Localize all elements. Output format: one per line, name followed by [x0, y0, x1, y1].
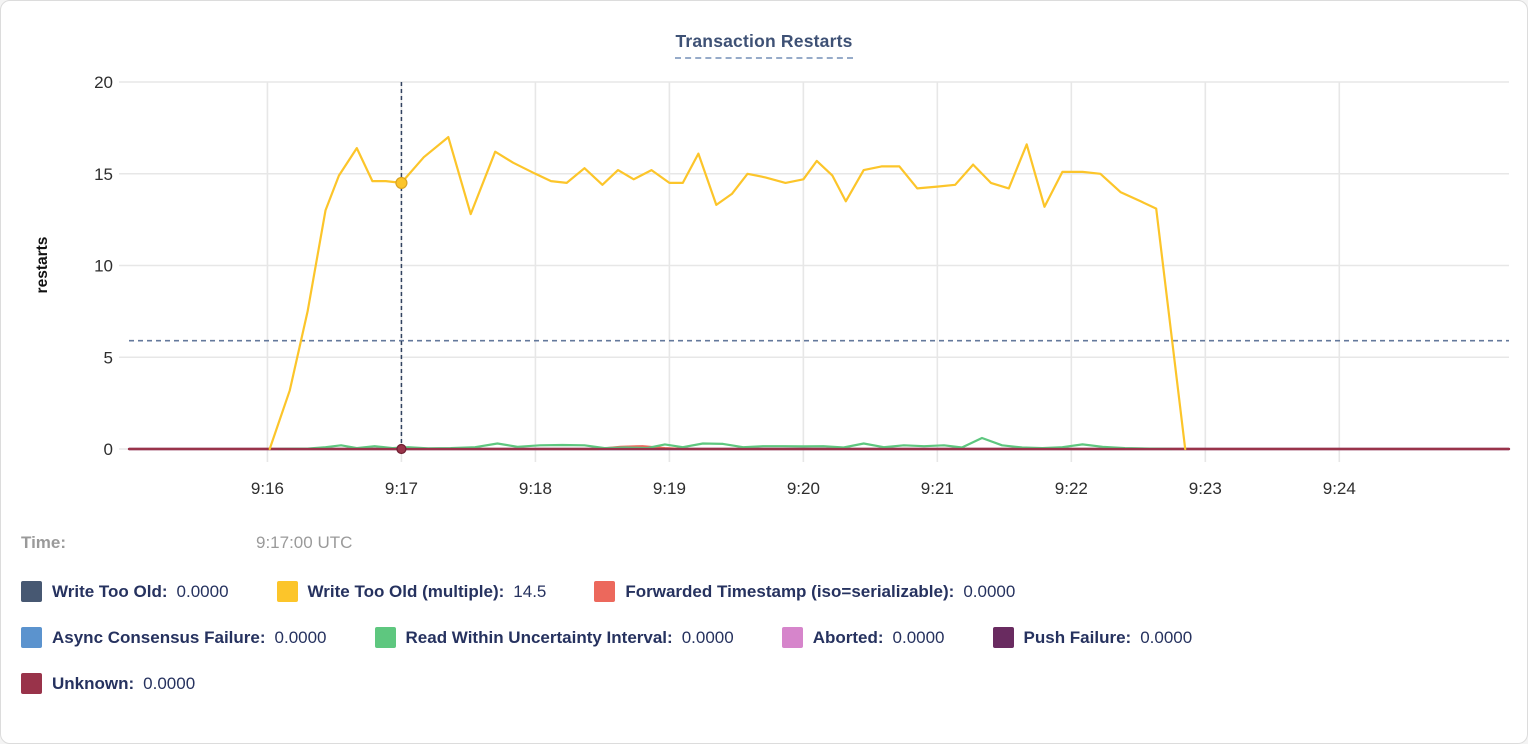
hover-time-readout: Time: 9:17:00 UTC: [21, 533, 1527, 557]
chart-header: Transaction Restarts: [1, 1, 1527, 59]
legend-series-label: Write Too Old:: [52, 581, 168, 601]
chart-title: Transaction Restarts: [675, 31, 853, 59]
legend-swatch-icon: [276, 581, 298, 602]
y-tick-label: 15: [94, 165, 113, 184]
series-line: [277, 436, 1173, 451]
legend-series-value: 0.0000: [143, 673, 196, 693]
time-label: Time:: [21, 533, 67, 552]
legend-swatch-icon: [21, 673, 42, 694]
legend-series-value: 0.0000: [963, 581, 1016, 601]
legend-series-value: 0.0000: [681, 627, 734, 647]
legend-series-label: Read Within Uncertainty Interval:: [405, 627, 673, 647]
legend-series-value: 14.5: [513, 581, 547, 601]
legend-swatch-icon: [992, 627, 1014, 648]
legend-series-label: Unknown:: [52, 673, 135, 693]
legend-item: Read Within Uncertainty Interval: 0.0000: [374, 627, 734, 648]
hover-point: [395, 176, 408, 190]
legend-series-label: Async Consensus Failure:: [52, 627, 266, 647]
legend-swatch-icon: [374, 627, 396, 648]
x-tick-label: 9:24: [1323, 479, 1356, 498]
series-line: [268, 135, 1187, 451]
legend-series-value: 0.0000: [176, 581, 229, 601]
x-tick-label: 9:22: [1055, 479, 1088, 498]
legend-series-value: 0.0000: [274, 627, 327, 647]
x-tick-label: 9:19: [653, 479, 686, 498]
y-tick-label: 5: [104, 348, 113, 367]
y-tick-label: 20: [94, 73, 113, 92]
x-tick-label: 9:21: [921, 479, 954, 498]
x-tick-label: 9:18: [519, 479, 552, 498]
legend-series-value: 0.0000: [892, 627, 945, 647]
x-tick-label: 9:23: [1189, 479, 1222, 498]
legend-item: Forwarded Timestamp (iso=serializable): 0…: [594, 581, 1015, 602]
legend-series-label: Write Too Old (multiple):: [307, 581, 505, 601]
time-value: 9:17:00 UTC: [256, 533, 353, 552]
transaction-restarts-chart[interactable]: 0 5 10 15 20 9:16 9:17 9:18 9:19 9:20 9:21 9:22 9:23…: [1, 59, 1528, 519]
legend-item: Async Consensus Failure: 0.0000: [21, 627, 327, 648]
legend-row: Unknown: 0.0000: [21, 673, 1527, 694]
legend-row: Async Consensus Failure: 0.0000 Read Withi…: [21, 627, 1527, 648]
legend-series-label: Forwarded Timestamp (iso=serializable):: [625, 581, 955, 601]
y-tick-label: 0: [104, 440, 113, 459]
legend-item: Unknown: 0.0000: [21, 673, 195, 694]
legend-swatch-icon: [781, 627, 803, 648]
x-tick-label: 9:16: [251, 479, 284, 498]
x-tick-label: 9:20: [787, 479, 820, 498]
legend-item: Write Too Old (multiple): 14.5: [276, 581, 547, 602]
legend-series-value: 0.0000: [1140, 627, 1193, 647]
legend-series-label: Aborted:: [812, 627, 884, 647]
hover-point: [396, 443, 407, 455]
legend-item: Push Failure: 0.0000: [992, 627, 1193, 648]
y-tick-label: 10: [94, 257, 113, 276]
x-tick-label: 9:17: [385, 479, 418, 498]
legend-swatch-icon: [21, 581, 42, 602]
legend-swatch-icon: [21, 627, 42, 648]
legend: Write Too Old: 0.0000 Write Too Old (multi…: [21, 581, 1527, 694]
legend-row: Write Too Old: 0.0000 Write Too Old (multi…: [21, 581, 1527, 602]
y-axis-label: restarts: [34, 237, 51, 294]
legend-series-label: Push Failure:: [1023, 627, 1132, 647]
legend-item: Write Too Old: 0.0000: [21, 581, 229, 602]
legend-swatch-icon: [594, 581, 616, 602]
legend-item: Aborted: 0.0000: [781, 627, 945, 648]
